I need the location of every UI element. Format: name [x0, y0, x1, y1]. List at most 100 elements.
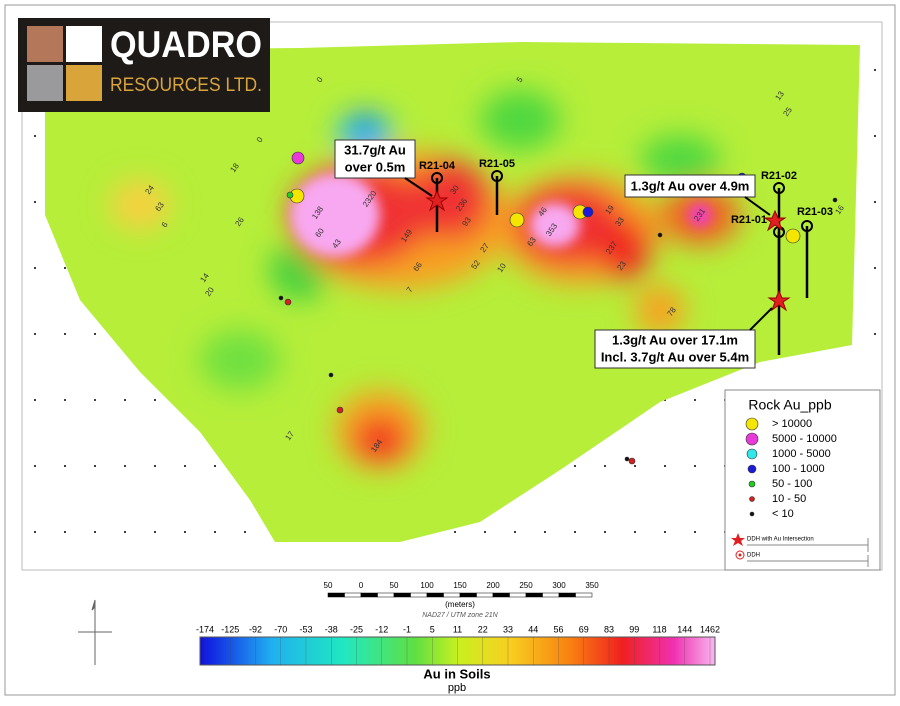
- grid-dot: [664, 465, 666, 467]
- colorbar-tick-label: -70: [274, 624, 287, 634]
- scale-segment: [476, 592, 494, 598]
- grid-dot: [484, 531, 486, 533]
- grid-dot: [94, 465, 96, 467]
- rock-sample: [628, 457, 636, 465]
- scale-datum: NAD27 / UTM zone 21N: [422, 612, 498, 619]
- drill-label: R21-05: [479, 158, 515, 170]
- grid-dot: [34, 267, 36, 269]
- scale-label: 250: [519, 581, 533, 590]
- scale-unit: (meters): [445, 600, 475, 609]
- colorbar-tick-label: -38: [325, 624, 338, 634]
- scale-bar: (meters) NAD27 / UTM zone 21N 50 0 50 100 15…: [324, 581, 600, 619]
- logo: QUADRO RESOURCES LTD.: [18, 18, 270, 112]
- grid-dot: [34, 531, 36, 533]
- grid-dot: [454, 531, 456, 533]
- colorbar-tick-label: 5: [430, 624, 435, 634]
- grid-dot: [34, 333, 36, 335]
- grid-dot: [244, 531, 246, 533]
- colorbar-tick-label: 99: [629, 624, 639, 634]
- scale-segment: [525, 592, 543, 598]
- logo-subtitle: RESOURCES LTD.: [110, 75, 262, 96]
- contour-label: 5: [515, 75, 525, 84]
- legend-label: > 10000: [772, 418, 812, 430]
- grid-dot: [694, 531, 696, 533]
- drill-label: R21-02: [761, 170, 797, 182]
- grid-dot: [184, 531, 186, 533]
- rock-samples: [278, 151, 838, 465]
- colorbar-tick-label: 83: [604, 624, 614, 634]
- grid-dot: [874, 201, 876, 203]
- grid-dot: [874, 135, 876, 137]
- grid-dot: [34, 465, 36, 467]
- grid-dot: [94, 399, 96, 401]
- scale-label: 50: [324, 581, 333, 590]
- scale-label: 300: [552, 581, 566, 590]
- contour-label: 0: [255, 135, 265, 144]
- callout: 1.3g/t Au over 17.1m Incl. 3.7g/t Au ove…: [594, 307, 773, 369]
- callout-text: over 0.5m: [345, 159, 406, 174]
- scale-segment: [443, 592, 461, 598]
- scale-label: 100: [420, 581, 434, 590]
- scale-segment: [558, 592, 576, 598]
- colorbar-tick-label: 1462: [700, 624, 720, 634]
- grid-dot: [94, 531, 96, 533]
- colorbar: Au in Soils ppb -174 -125 -92 -70 -53 -38 -25-…: [196, 624, 720, 694]
- grid-dot: [64, 465, 66, 467]
- colorbar-tick-label: 69: [579, 624, 589, 634]
- legend-symbol: [746, 448, 758, 460]
- rock-sample: [509, 212, 525, 228]
- scale-label: 50: [390, 581, 399, 590]
- grid-dot: [874, 333, 876, 335]
- intersection-star: [767, 289, 791, 312]
- legend-label: 1000 - 5000: [772, 448, 831, 460]
- rock-sample: [336, 406, 344, 414]
- legend-label: < 10: [772, 508, 794, 520]
- grid-dot: [64, 333, 66, 335]
- legend-label: 10 - 50: [772, 493, 806, 505]
- grid-dot: [154, 399, 156, 401]
- colorbar-tick-label: 118: [652, 624, 666, 634]
- grid-dot: [634, 531, 636, 533]
- grid-dot: [34, 399, 36, 401]
- map-frame: [21, 21, 883, 571]
- drill-label: R21-01: [731, 214, 767, 226]
- grid-dot: [94, 333, 96, 335]
- grid-dot: [514, 531, 516, 533]
- legend-symbol: [745, 432, 759, 446]
- logo-name: QUADRO: [110, 24, 262, 65]
- scale-segment: [360, 592, 378, 598]
- scale-segment: [410, 592, 428, 598]
- drill-collar: [431, 172, 443, 184]
- drill-holes: R21-04 R21-05 R21-02 R21-03 R21-01: [419, 158, 833, 355]
- callout-text: Incl. 3.7g/t Au over 5.4m: [601, 349, 749, 364]
- colorbar-tick-label: 56: [553, 624, 563, 634]
- scale-segment: [492, 592, 510, 598]
- grid-dot: [214, 465, 216, 467]
- scale-label: 0: [359, 581, 364, 590]
- callout-text: 1.3g/t Au over 17.1m: [612, 332, 738, 347]
- colorbar-title: Au in Soils: [423, 666, 490, 681]
- grid-dot: [64, 267, 66, 269]
- colorbar-tick-label: -1: [403, 624, 411, 634]
- grid-dot: [214, 531, 216, 533]
- scale-segment: [542, 592, 560, 598]
- colorbar-tick-label: 22: [478, 624, 488, 634]
- scale-label: 200: [486, 581, 500, 590]
- rock-sample: [624, 456, 630, 462]
- grid-dot: [694, 399, 696, 401]
- drill-label: R21-04: [419, 160, 456, 172]
- rock-sample: [284, 298, 292, 306]
- colorbar-tick-label: 44: [528, 624, 538, 634]
- drill-collar: [491, 170, 503, 182]
- grid-dot: [874, 69, 876, 71]
- grid-dot: [64, 531, 66, 533]
- grid-dot: [124, 465, 126, 467]
- colorbar-tick-label: 11: [453, 624, 462, 634]
- intersection-star: [425, 189, 449, 212]
- grid-dot: [604, 531, 606, 533]
- grid-dot: [694, 465, 696, 467]
- colorbar-tick-label: 33: [503, 624, 513, 634]
- legend-title: Rock Au_ppb: [748, 397, 831, 413]
- legend-symbol: [747, 464, 757, 474]
- rock-sample: [286, 191, 294, 199]
